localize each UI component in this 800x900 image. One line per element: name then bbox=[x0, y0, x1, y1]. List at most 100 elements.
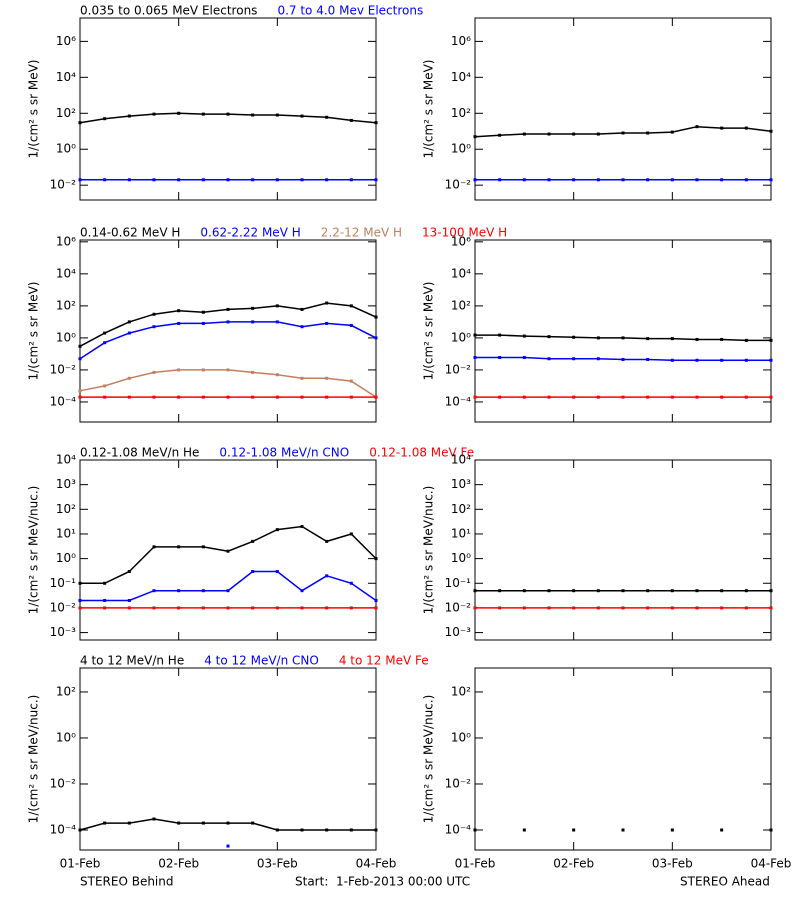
y-tick-label: 10⁻⁴ bbox=[50, 822, 77, 836]
y-tick-label: 10⁻² bbox=[50, 362, 77, 376]
series-line bbox=[474, 125, 772, 138]
legend-entry: 0.12-1.08 MeV/n CNO bbox=[219, 446, 349, 460]
data-dot bbox=[572, 828, 576, 832]
x-tick-label: 03-Feb bbox=[652, 857, 693, 871]
plot-frame bbox=[474, 239, 772, 423]
y-tick-label: 10² bbox=[451, 502, 471, 516]
y-tick-label: 10² bbox=[56, 684, 76, 698]
y-tick-label: 10² bbox=[451, 106, 471, 120]
y-tick-label: 10⁻² bbox=[445, 776, 472, 790]
legend-entry: 0.12-1.08 MeV/n He bbox=[80, 446, 199, 460]
legend-entry: 4 to 12 MeV Fe bbox=[339, 654, 429, 668]
y-tick-label: 10² bbox=[451, 298, 471, 312]
y-axis-label: 1/(cm² s sr MeV) bbox=[422, 282, 436, 381]
y-axis-label: 1/(cm² s sr MeV) bbox=[27, 282, 41, 381]
plot-frame bbox=[79, 459, 377, 641]
data-dot bbox=[522, 828, 526, 832]
footer-center: Start: 1-Feb-2013 00:00 UTC bbox=[295, 875, 470, 889]
series-line bbox=[80, 570, 377, 602]
y-tick-label: 10⁰ bbox=[451, 730, 471, 744]
data-dot bbox=[374, 336, 378, 340]
series-line bbox=[79, 369, 377, 398]
legend-entry: 2.2-12 MeV H bbox=[321, 226, 402, 240]
y-tick-label: 10⁶ bbox=[56, 34, 76, 48]
series-line bbox=[79, 302, 377, 347]
y-tick-label: 10⁰ bbox=[451, 142, 471, 156]
data-dot bbox=[78, 357, 82, 361]
y-tick-label: 10⁻² bbox=[50, 776, 77, 790]
y-tick-label: 10² bbox=[56, 502, 76, 516]
y-tick-label: 10⁻² bbox=[445, 178, 472, 192]
x-tick-label: 04-Feb bbox=[751, 857, 792, 871]
y-tick-label: 10¹ bbox=[451, 526, 471, 540]
y-tick-label: 10³ bbox=[451, 477, 471, 491]
legend-entry: 0.62-2.22 MeV H bbox=[200, 226, 300, 240]
data-dot bbox=[226, 844, 230, 848]
y-tick-label: 10⁴ bbox=[56, 70, 76, 84]
series-line bbox=[80, 525, 377, 585]
y-tick-label: 10⁻² bbox=[50, 600, 77, 614]
data-dot bbox=[374, 599, 378, 603]
data-dot bbox=[621, 828, 625, 832]
data-dot bbox=[670, 828, 674, 832]
y-tick-label: 10⁴ bbox=[451, 266, 471, 280]
y-axis-label: 1/(cm² s sr MeV/nuc.) bbox=[27, 695, 41, 824]
y-tick-label: 10⁻⁴ bbox=[50, 394, 77, 408]
y-tick-label: 10⁴ bbox=[56, 266, 76, 280]
legend-entry: 0.035 to 0.065 MeV Electrons bbox=[80, 4, 257, 18]
legend-entry: 13-100 MeV H bbox=[422, 226, 507, 240]
x-tick-label: 02-Feb bbox=[553, 857, 594, 871]
data-dot bbox=[720, 828, 724, 832]
y-tick-label: 10⁰ bbox=[56, 551, 76, 565]
y-tick-label: 10⁴ bbox=[56, 453, 76, 467]
y-tick-label: 10⁻¹ bbox=[445, 576, 472, 590]
series-line bbox=[79, 818, 376, 831]
plot-frame bbox=[79, 17, 377, 201]
plot-frame bbox=[79, 239, 377, 423]
x-tick-label: 04-Feb bbox=[356, 857, 397, 871]
y-tick-label: 10⁰ bbox=[451, 330, 471, 344]
y-tick-label: 10⁻² bbox=[445, 600, 472, 614]
y-axis-label: 1/(cm² s sr MeV/nuc.) bbox=[422, 695, 436, 824]
y-tick-label: 10² bbox=[56, 106, 76, 120]
plot-frame bbox=[474, 667, 772, 851]
plot-frame bbox=[474, 459, 772, 641]
y-tick-label: 10⁻² bbox=[50, 178, 77, 192]
legend-entry: 4 to 12 MeV/n He bbox=[80, 654, 184, 668]
footer-right: STEREO Ahead bbox=[680, 875, 770, 889]
data-dot bbox=[374, 557, 378, 561]
y-tick-label: 10⁶ bbox=[451, 234, 471, 248]
y-tick-label: 10¹ bbox=[56, 526, 76, 540]
legend-entry: 0.14-0.62 MeV H bbox=[80, 226, 180, 240]
footer-left: STEREO Behind bbox=[80, 875, 174, 889]
y-axis-label: 1/(cm² s sr MeV) bbox=[422, 60, 436, 159]
x-tick-label: 03-Feb bbox=[257, 857, 298, 871]
y-tick-label: 10² bbox=[451, 684, 471, 698]
y-tick-label: 10² bbox=[56, 298, 76, 312]
y-tick-label: 10⁴ bbox=[451, 453, 471, 467]
series-line bbox=[475, 334, 771, 342]
y-axis-label: 1/(cm² s sr MeV/nuc.) bbox=[422, 486, 436, 615]
y-axis-label: 1/(cm² s sr MeV) bbox=[27, 60, 41, 159]
series-line bbox=[475, 356, 771, 362]
y-tick-label: 10⁻¹ bbox=[50, 576, 77, 590]
y-axis-label: 1/(cm² s sr MeV/nuc.) bbox=[27, 486, 41, 615]
y-tick-label: 10³ bbox=[56, 477, 76, 491]
x-tick-label: 01-Feb bbox=[60, 857, 101, 871]
y-tick-label: 10⁰ bbox=[56, 730, 76, 744]
series-line bbox=[79, 112, 377, 124]
y-tick-label: 10⁻³ bbox=[445, 625, 472, 639]
plot-frame bbox=[79, 667, 377, 851]
legend-entry: 4 to 12 MeV/n CNO bbox=[204, 654, 319, 668]
y-tick-label: 10⁰ bbox=[56, 330, 76, 344]
legend-entry: 0.7 to 4.0 Mev Electrons bbox=[277, 4, 423, 18]
y-tick-label: 10⁰ bbox=[56, 142, 76, 156]
series-line bbox=[79, 321, 377, 360]
plot-frame bbox=[474, 17, 772, 201]
y-tick-label: 10⁻² bbox=[445, 362, 472, 376]
legend-entry: 0.12-1.08 MeV Fe bbox=[369, 446, 474, 460]
x-tick-label: 01-Feb bbox=[455, 857, 496, 871]
data-dot bbox=[769, 828, 773, 832]
y-tick-label: 10⁻⁴ bbox=[445, 394, 472, 408]
